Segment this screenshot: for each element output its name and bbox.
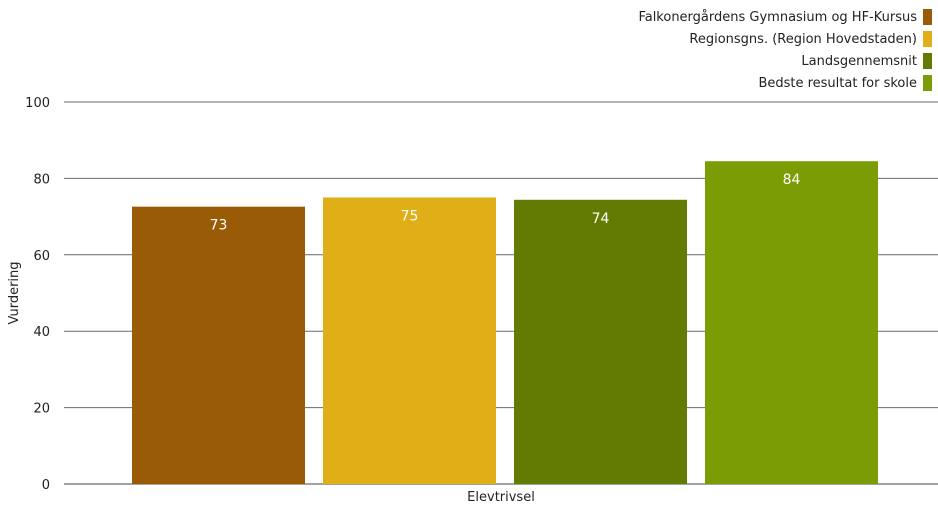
bars [132, 161, 878, 485]
data-label: 75 [401, 209, 419, 225]
legend-label: Regionsgns. (Region Hovedstaden) [689, 31, 917, 47]
legend-swatch [923, 31, 932, 47]
bar [514, 199, 687, 485]
y-tick-label: 100 [25, 96, 50, 111]
data-label: 73 [210, 218, 228, 234]
data-label: 84 [783, 172, 801, 188]
y-tick-label: 60 [33, 249, 50, 264]
y-tick-label: 80 [33, 172, 50, 187]
legend-swatch [923, 75, 932, 91]
legend-swatch [923, 9, 932, 25]
data-label: 74 [592, 211, 610, 227]
data-labels: 73 75 74 84 [210, 172, 801, 233]
y-tick-label: 40 [33, 325, 50, 340]
y-tick-label: 20 [33, 402, 50, 417]
bar [132, 206, 305, 484]
legend: Falkonergårdens Gymnasium og HF-Kursus R… [638, 8, 932, 96]
y-tick-label: 0 [42, 478, 50, 493]
y-tick-labels: 0 20 40 60 80 100 [25, 96, 50, 493]
legend-item: Regionsgns. (Region Hovedstaden) [638, 30, 932, 48]
legend-label: Bedste resultat for skole [758, 75, 917, 91]
legend-item: Falkonergårdens Gymnasium og HF-Kursus [638, 8, 932, 26]
legend-swatch [923, 53, 932, 69]
legend-label: Falkonergårdens Gymnasium og HF-Kursus [638, 9, 917, 25]
x-category-label: Elevtrivsel [467, 490, 535, 505]
legend-label: Landsgennemsnit [801, 53, 917, 69]
bar [323, 197, 496, 484]
legend-item: Bedste resultat for skole [638, 74, 932, 92]
bar [705, 161, 878, 484]
legend-item: Landsgennemsnit [638, 52, 932, 70]
y-axis-label: Vurdering [7, 261, 22, 324]
